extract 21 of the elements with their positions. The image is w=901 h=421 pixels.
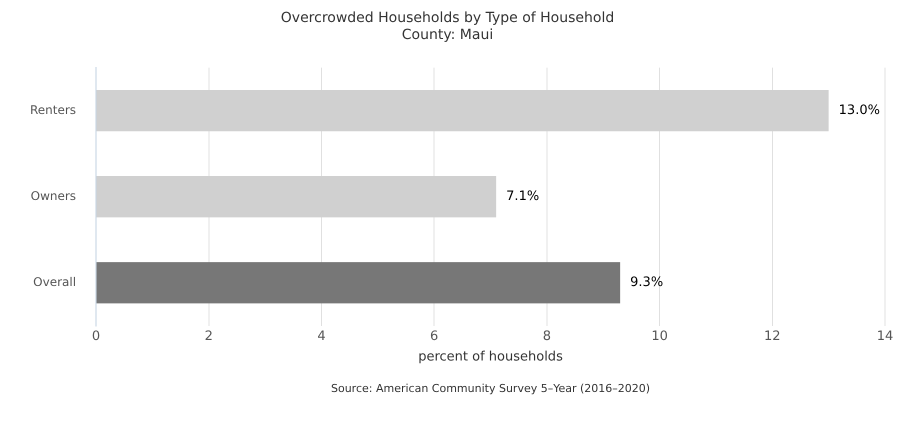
- data-label: 13.0%: [838, 103, 880, 118]
- x-axis-title: percent of households: [418, 350, 564, 365]
- x-tick-label: 0: [92, 328, 100, 344]
- data-label: 7.1%: [506, 189, 540, 204]
- y-tick-label: Overall: [33, 274, 76, 289]
- chart-subtitle: County: Maui: [402, 26, 494, 43]
- x-tick-label: 4: [317, 328, 326, 344]
- chart-title: Overcrowded Households by Type of Household: [280, 10, 614, 26]
- bar: [96, 262, 620, 304]
- x-tick-label: 2: [204, 328, 213, 344]
- x-tick-label: 8: [542, 328, 552, 344]
- x-tick-label: 10: [651, 328, 668, 344]
- x-tick-label: 14: [876, 328, 894, 344]
- source-note: Source: American Community Survey 5–Year (2016–2020): [330, 382, 650, 395]
- bar: [96, 176, 496, 218]
- x-tick-label: 12: [764, 328, 781, 344]
- y-tick-label: Owners: [30, 188, 76, 203]
- y-tick-label: Renters: [30, 102, 76, 117]
- x-tick-label: 6: [430, 328, 438, 344]
- bar: [96, 90, 829, 132]
- data-label: 9.3%: [630, 275, 664, 290]
